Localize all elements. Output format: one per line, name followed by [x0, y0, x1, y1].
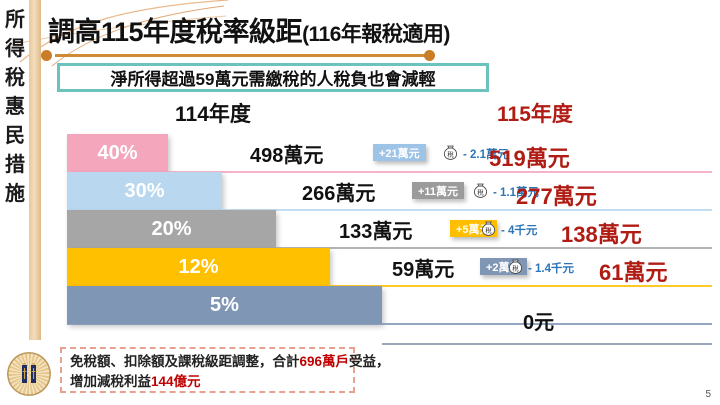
seal-ring [7, 352, 51, 396]
bar-20pct: 20% [67, 210, 276, 248]
bar-rate-label: 20% [151, 217, 192, 240]
tax-saving-amount: - 1.1萬元 [493, 186, 540, 199]
side-tab-title: 所 得 稅 惠 民 措 施 [2, 6, 28, 336]
bar-12pct: 12% [67, 248, 330, 286]
svg-text:稅: 稅 [477, 187, 484, 196]
value-115-30pct: 277萬元 [516, 184, 597, 209]
side-tab-char: 稅 [5, 67, 25, 89]
title-rule [55, 54, 430, 57]
page-number: 5 [705, 389, 711, 400]
connector-line-left [67, 323, 712, 325]
value-115-12pct: 61萬元 [599, 260, 668, 285]
svg-text:稅: 稅 [447, 149, 454, 158]
seal-emblem-icon [22, 363, 36, 383]
footer-note-highlight-households: 696萬戶 [299, 354, 350, 369]
tax-bag-icon: 稅 [473, 183, 488, 198]
value-114-20pct: 133萬元 [339, 221, 413, 243]
side-tab-char: 得 [5, 38, 25, 60]
side-tab-char: 施 [5, 183, 25, 205]
bar-rate-label: 40% [97, 141, 138, 164]
value-114-30pct: 266萬元 [302, 183, 376, 205]
tax-bag-icon: 稅 [508, 259, 523, 274]
mof-seal-logo [7, 352, 51, 396]
value-114-12pct: 59萬元 [392, 259, 455, 281]
tax-saving-group-40pct: 稅 - 2.1萬元 [441, 144, 509, 163]
connector-line-baseline [382, 343, 712, 345]
side-tab-char: 惠 [5, 96, 25, 118]
page-title-sub: (116年報稅適用) [302, 23, 450, 46]
connector-line-left [67, 171, 712, 173]
footer-note-highlight-amount: 144億元 [151, 373, 201, 389]
tax-saving-amount: - 2.1萬元 [463, 148, 510, 161]
bar-rate-label: 12% [178, 255, 219, 278]
footer-note-1b: 受益， [349, 354, 390, 369]
bar-rate-label: 5% [210, 293, 239, 316]
subtitle-callout-box: 淨所得超過59萬元需繳稅的人稅負也會減輕 [57, 63, 489, 92]
bar-40pct: 40% [67, 134, 168, 172]
title-rule-dot-left [41, 50, 52, 61]
tax-bag-icon: 稅 [481, 221, 496, 236]
column-header-114: 114年度 [175, 103, 251, 126]
footer-note-line-2: 增加減稅利益144億元 [70, 372, 347, 392]
svg-text:稅: 稅 [485, 225, 492, 234]
tax-saving-group-20pct: 稅 - 4千元 [479, 220, 537, 239]
svg-text:稅: 稅 [512, 263, 519, 272]
delta-chip-40pct: +21萬元 [373, 144, 426, 161]
side-tab-char: 民 [5, 125, 25, 147]
footer-note-1a: 免稅額、扣除額及課稅級距調整，合計 [70, 354, 300, 369]
value-115-40pct: 519萬元 [489, 146, 570, 171]
connector-line-left [67, 209, 712, 211]
value-114-40pct: 498萬元 [250, 145, 324, 167]
delta-chip-30pct: +11萬元 [412, 182, 465, 199]
footer-note-box: 免稅額、扣除額及課稅級距調整，合計696萬戶受益， 增加減稅利益144億元 [60, 347, 390, 393]
connector-line-left [67, 247, 712, 249]
value-115-5pct: 0元 [523, 312, 555, 334]
tax-saving-amount: - 4千元 [501, 224, 538, 237]
title-rule-dot-right [424, 50, 435, 61]
bar-5pct: 5% [67, 286, 382, 324]
bar-30pct: 30% [67, 172, 222, 210]
value-115-20pct: 138萬元 [561, 222, 642, 247]
column-header-115: 115年度 [497, 103, 573, 126]
connector-line-left [67, 285, 712, 287]
side-tab-char: 措 [5, 154, 25, 176]
tax-bag-icon: 稅 [443, 145, 458, 160]
page-title: 調高115年度稅率級距(116年報稅適用) [48, 10, 450, 49]
footer-note-line-1: 免稅額、扣除額及課稅級距調整，合計696萬戶受益， [70, 352, 390, 372]
page-title-main: 調高115年度稅率級距 [48, 17, 303, 47]
tax-saving-amount: - 1.4千元 [528, 262, 575, 275]
subtitle-text: 淨所得超過59萬元需繳稅的人稅負也會減輕 [110, 70, 436, 89]
tax-saving-group-30pct: 稅 - 1.1萬元 [471, 182, 539, 201]
footer-note-2a: 增加減稅利益 [70, 373, 151, 389]
side-tab-char: 所 [5, 9, 25, 31]
tax-saving-group-12pct: 稅 - 1.4千元 [506, 258, 574, 277]
side-accent-band [29, 0, 41, 340]
bar-rate-label: 30% [124, 179, 165, 202]
